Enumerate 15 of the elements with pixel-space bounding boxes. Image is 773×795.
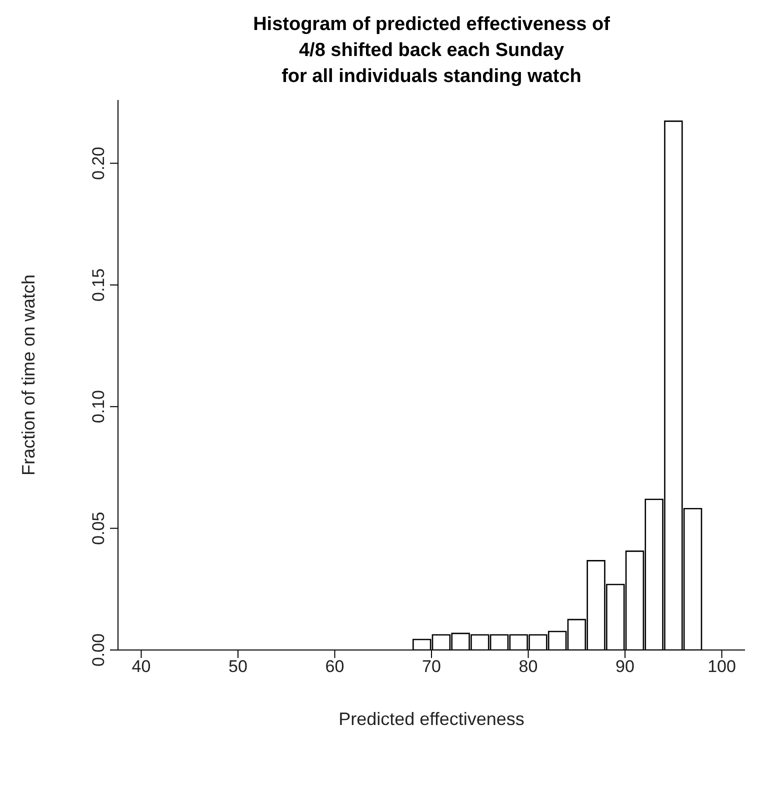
chart-title: Histogram of predicted effectiveness of 4/8 shifted back each Sunday for all individuals standing watch	[252, 13, 611, 89]
x-tick-label: 40	[132, 657, 151, 676]
x-tick-label: 70	[422, 657, 441, 676]
y-tick-label: 0.05	[89, 512, 108, 545]
x-tick-label: 50	[228, 657, 248, 676]
x-tick-label: 90	[616, 657, 634, 676]
y-tick-label: 0.15	[89, 268, 108, 302]
y-tick-label: 0.20	[89, 146, 108, 180]
y-tick-label: 0.10	[89, 390, 108, 424]
y-axis-title: Fraction of time on watch	[18, 274, 38, 476]
x-tick-label: 60	[325, 657, 344, 676]
x-tick-label: 100	[708, 657, 736, 676]
x-axis-title: Predicted effectiveness	[338, 709, 524, 729]
x-tick-label: 80	[518, 657, 538, 676]
y-tick-label: 0.00	[89, 633, 108, 667]
